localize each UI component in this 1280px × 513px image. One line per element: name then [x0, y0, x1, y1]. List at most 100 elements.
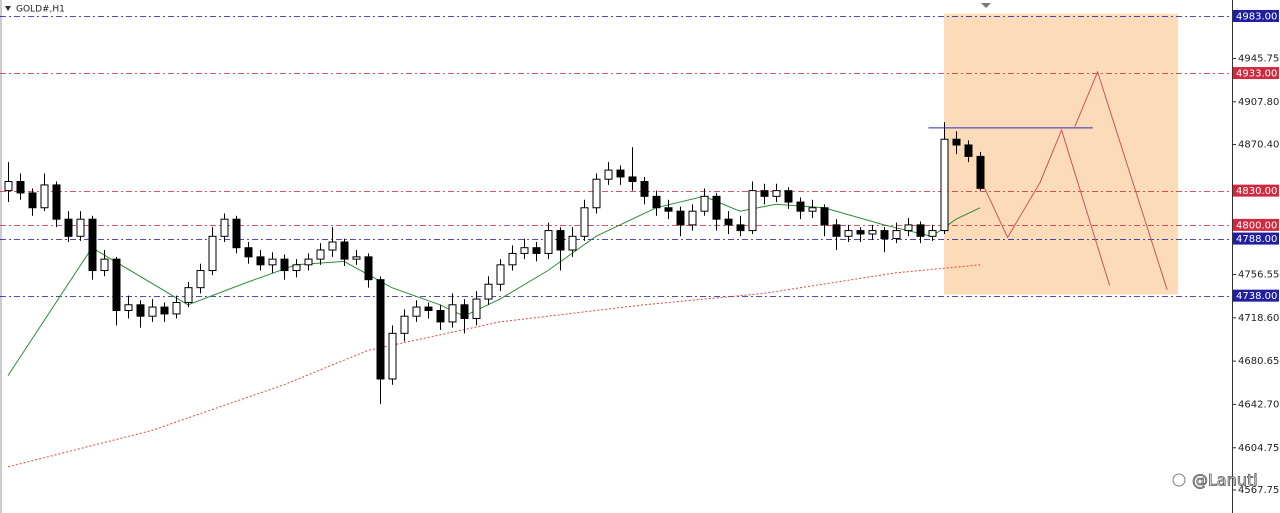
- candle-body: [952, 138, 961, 146]
- candle-body: [820, 207, 829, 226]
- watermark-circle-outline: [1172, 473, 1186, 487]
- candle-body: [340, 241, 349, 260]
- candle-body: [748, 190, 757, 232]
- level-label-box: [1233, 218, 1279, 231]
- symbol-menu-icon[interactable]: [5, 6, 11, 11]
- candle-body: [52, 184, 61, 220]
- level-label: 4983.00: [1236, 11, 1277, 22]
- candle-body: [448, 304, 457, 323]
- candle-body: [916, 224, 925, 237]
- candle-body: [556, 230, 565, 251]
- candle-body: [364, 256, 373, 281]
- candle-body: [520, 247, 529, 254]
- candle-body: [868, 230, 877, 235]
- candle-body: [148, 306, 157, 317]
- candle-body: [772, 190, 781, 197]
- candle-body: [28, 192, 37, 209]
- candle-body: [316, 249, 325, 260]
- candle-body: [616, 169, 625, 178]
- candle-body: [100, 258, 109, 272]
- candle-body: [412, 306, 421, 317]
- watermark: @Lanuti: [1192, 471, 1258, 490]
- candle-body: [280, 258, 289, 272]
- y-tick-label: 4680.65: [1238, 356, 1279, 367]
- candle-body: [976, 155, 985, 189]
- candle-body: [700, 195, 709, 212]
- candle-body: [592, 178, 601, 209]
- candle-body: [568, 235, 577, 251]
- candle-body: [484, 283, 493, 300]
- candle-body: [628, 176, 637, 183]
- level-label: 4830.00: [1236, 186, 1277, 197]
- candle-body: [268, 258, 277, 266]
- candle-body: [436, 309, 445, 323]
- y-tick-label: 4718.60: [1238, 313, 1279, 324]
- y-tick-label: 4907.80: [1238, 97, 1279, 108]
- candle-body: [832, 224, 841, 237]
- candle-body: [328, 241, 337, 251]
- candle-body: [736, 224, 745, 232]
- level-label: 4933.00: [1236, 69, 1277, 80]
- candle-body: [496, 264, 505, 285]
- chart-title: GOLD#,H1: [16, 5, 65, 15]
- candle-body: [904, 224, 913, 232]
- y-tick-label: 4642.70: [1238, 399, 1279, 410]
- forecast-zone: [944, 13, 1179, 295]
- candle-body: [112, 258, 121, 311]
- candle-body: [760, 190, 769, 197]
- candle-body: [40, 184, 49, 209]
- candle-body: [928, 230, 937, 237]
- y-tick-label: 4756.55: [1238, 269, 1279, 280]
- level-label: 4800.00: [1236, 220, 1277, 231]
- candle-body: [208, 235, 217, 272]
- level-label-box: [1233, 9, 1279, 22]
- candle-body: [124, 304, 133, 311]
- trendline: [984, 128, 1111, 286]
- candle-body: [580, 207, 589, 237]
- candle-body: [880, 230, 889, 240]
- candle-body: [640, 181, 649, 197]
- candle-body: [652, 195, 661, 209]
- candle-body: [292, 264, 301, 272]
- candle-body: [352, 256, 361, 260]
- candle-body: [508, 252, 517, 266]
- candle-body: [604, 169, 613, 180]
- candle-body: [808, 207, 817, 212]
- candle-body: [688, 210, 697, 226]
- level-label-box: [1233, 67, 1279, 80]
- candle-body: [724, 218, 733, 226]
- candle-body: [400, 315, 409, 334]
- candle-body: [4, 181, 13, 192]
- candle-body: [784, 190, 793, 203]
- candle-body: [964, 144, 973, 157]
- moving-average: [7, 195, 981, 376]
- candle-body: [304, 258, 313, 266]
- candle-body: [376, 279, 385, 380]
- candle-body: [172, 302, 181, 315]
- y-tick-label: 4945.75: [1238, 54, 1279, 65]
- candle-body: [244, 247, 253, 258]
- level-label-box: [1233, 289, 1279, 302]
- candle-body: [544, 230, 553, 254]
- level-label-box: [1233, 184, 1279, 197]
- y-tick-label: 4567.75: [1238, 485, 1279, 496]
- candle-body: [460, 304, 469, 319]
- candle-body: [712, 195, 721, 220]
- candle-body: [220, 218, 229, 237]
- level-label-box: [1233, 232, 1279, 245]
- candle-body: [16, 181, 25, 194]
- level-label: 4738.00: [1236, 291, 1277, 302]
- candle-body: [184, 287, 193, 304]
- trendline: [1074, 70, 1168, 291]
- y-tick-label: 4870.40: [1238, 140, 1279, 151]
- candle-body: [232, 218, 241, 249]
- candle-body: [424, 306, 433, 311]
- level-label: 4788.00: [1236, 234, 1277, 245]
- candle-body: [940, 138, 949, 232]
- candle-body: [664, 207, 673, 212]
- candle-body: [196, 270, 205, 289]
- shift-marker: [981, 3, 991, 8]
- candle-body: [160, 306, 169, 315]
- candle-body: [88, 218, 97, 272]
